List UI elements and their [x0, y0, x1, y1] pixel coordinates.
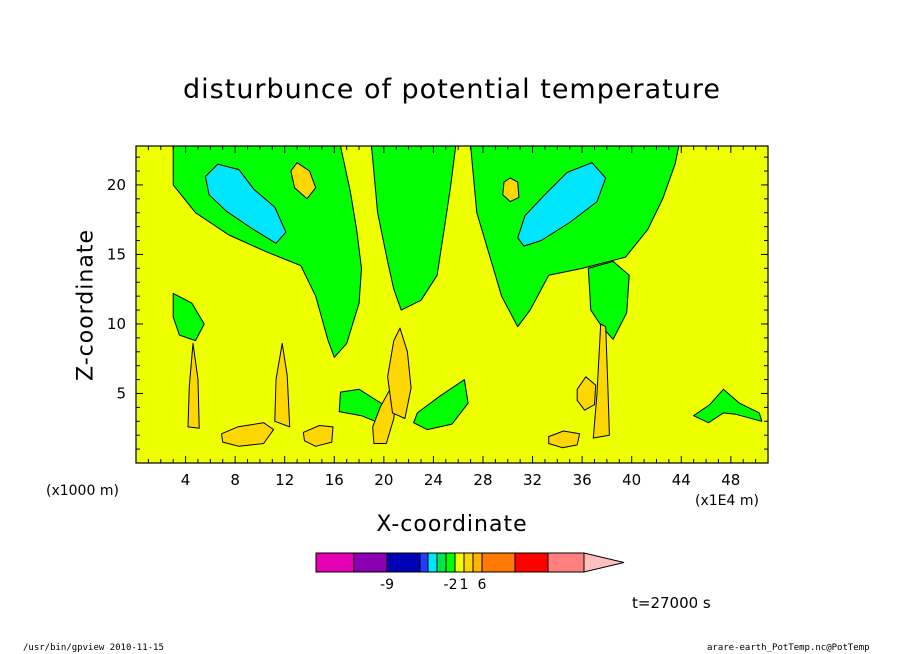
colorbar-segment: [419, 552, 429, 573]
y-unit-label: (x1E4 m): [695, 493, 759, 509]
footer-left-note: /usr/bin/gpview 2010-11-15: [23, 643, 164, 653]
colorbar-segment: [514, 552, 549, 573]
x-tick-label: 28: [473, 471, 492, 489]
contour-region-column-12k: [274, 342, 291, 428]
x-tick-label: 36: [573, 471, 592, 489]
x-tick-label: 40: [622, 471, 641, 489]
colorbar-segment: [315, 552, 355, 573]
y-tick-label: 5: [116, 384, 126, 402]
contour-region-low-orange-4: [548, 430, 581, 449]
contour-region-left-cyan-lobe: [204, 163, 287, 244]
x-tick-label: 24: [424, 471, 443, 489]
contour-region-column-38k: [592, 323, 610, 439]
colorbar-label: -9: [380, 577, 394, 593]
colorbar-label: -2: [444, 577, 458, 593]
x-tick-label: 16: [325, 471, 344, 489]
contour-region-right-cyan-lobe: [517, 162, 607, 247]
y-tick-label: 20: [107, 176, 126, 194]
colorbar-segment: [472, 552, 483, 573]
contour-region-upper-right-positive: [470, 146, 680, 328]
contour-region-upper-orange-left: [290, 162, 317, 200]
contour-region-low-center-positive: [413, 379, 469, 431]
plot-frame: [135, 145, 769, 464]
x-tick-label: 48: [721, 471, 740, 489]
x-unit-label: (x1000 m): [46, 483, 119, 499]
colorbar-extend-arrow: [583, 552, 625, 573]
colorbar-segment: [547, 552, 585, 573]
contour-region-center-orange-column: [387, 327, 412, 419]
colorbar-label: 6: [478, 577, 487, 593]
contour-region-column-4k: [187, 342, 200, 429]
y-tick-label: 10: [107, 315, 126, 333]
x-tick-label: 20: [374, 471, 393, 489]
x-tick-label: 44: [672, 471, 691, 489]
colorbar-segment: [353, 552, 388, 573]
contour-region-low-orange-5: [576, 376, 597, 411]
contour-region-central-plume: [371, 146, 457, 311]
colorbar-segment: [386, 552, 421, 573]
contour-region-low-orange-1: [221, 422, 275, 447]
colorbar-segment: [454, 552, 465, 573]
x-tick-label: 4: [181, 471, 191, 489]
contour-region-mid-left-positive: [172, 292, 205, 342]
chart-title: disturbunce of potential temperature: [183, 74, 721, 105]
contour-region-far-right-positive: [693, 388, 763, 424]
x-tick-label: 12: [275, 471, 294, 489]
colorbar-segment: [436, 552, 447, 573]
contour-region-upper-orange-right: [502, 177, 520, 203]
colorbar-segment: [481, 552, 516, 573]
colorbar-label: 1: [460, 577, 469, 593]
x-tick-label: 32: [523, 471, 542, 489]
time-label: t=27000 s: [632, 594, 711, 612]
x-axis-label: X-coordinate: [376, 512, 528, 537]
colorbar-segment: [427, 552, 438, 573]
y-axis-label: Z-coordinate: [73, 229, 99, 381]
colorbar-segment: [445, 552, 456, 573]
colorbar-segment: [463, 552, 474, 573]
footer-right-note: arare-earth_PotTemp.nc@PotTemp: [707, 643, 870, 653]
x-tick-label: 8: [230, 471, 240, 489]
contour-region-low-orange-2: [302, 425, 334, 447]
y-tick-label: 15: [107, 245, 126, 263]
contour-region-mid-right-positive: [587, 260, 630, 340]
